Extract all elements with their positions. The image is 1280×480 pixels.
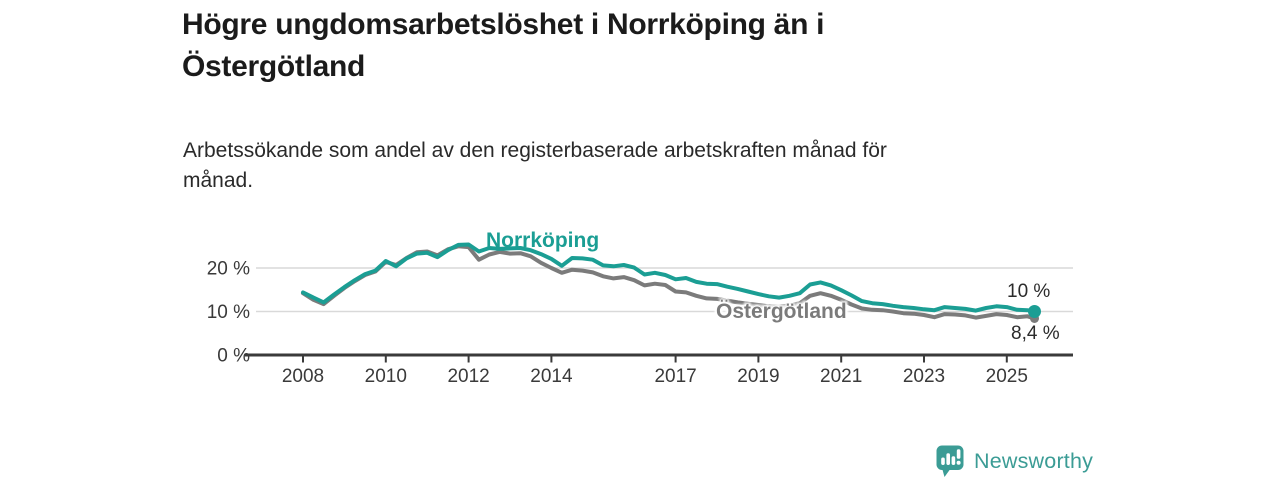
y-tick-label: 0 % xyxy=(217,346,250,367)
chart-title-line-2: Östergötland xyxy=(182,50,366,83)
chart-subtitle-line-2: månad. xyxy=(183,169,254,192)
end-dot-norrkoping xyxy=(1028,305,1041,318)
x-tick-label: 2012 xyxy=(447,366,489,387)
x-tick-label: 2008 xyxy=(282,366,324,387)
chart-subtitle-line-1: Arbetssökande som andel av den registerb… xyxy=(183,139,887,162)
chart-title-line-1: Högre ungdomsarbetslöshet i Norrköping ä… xyxy=(182,8,825,41)
chart-subtitle: Arbetssökande som andel av den registerb… xyxy=(183,136,887,196)
x-tick-label: 2023 xyxy=(903,366,945,387)
end-value-label-ostergotland: 8,4 % xyxy=(1011,323,1060,344)
chart-title: Högre ungdomsarbetslöshet i Norrköping ä… xyxy=(182,4,824,88)
brand-name: Newsworthy xyxy=(974,449,1094,473)
bar-chart-speech-bubble-icon xyxy=(936,445,964,477)
y-tick-label: 20 % xyxy=(207,259,250,280)
series-label-norrkoping: Norrköping xyxy=(486,229,600,252)
series-label-ostergotland: Östergötland xyxy=(716,300,847,323)
x-tick-label: 2025 xyxy=(986,366,1028,387)
x-tick-label: 2010 xyxy=(365,366,407,387)
x-tick-label: 2019 xyxy=(737,366,779,387)
x-tick-label: 2014 xyxy=(530,366,573,387)
end-value-label-norrkoping: 10 % xyxy=(1007,281,1051,302)
series-line-norrkoping xyxy=(301,242,1037,314)
x-tick-label: 2017 xyxy=(654,366,696,387)
newsworthy-logo: Newsworthy xyxy=(936,445,1093,478)
x-tick-label: 2021 xyxy=(820,366,862,387)
y-tick-label: 10 % xyxy=(207,302,250,323)
